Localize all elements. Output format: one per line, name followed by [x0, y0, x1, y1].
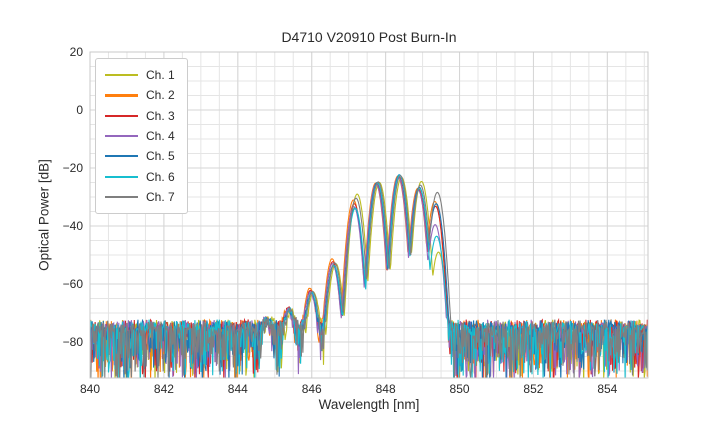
legend-line-swatch: [105, 175, 138, 178]
legend-label: Ch. 2: [146, 88, 175, 103]
y-tick-label-0: 0: [76, 103, 83, 117]
y-tick-label--60: −60: [63, 277, 84, 291]
y-tick-label--80: −80: [63, 335, 84, 349]
legend-item-ch-6: Ch. 6: [105, 166, 175, 186]
y-tick-label-20: 20: [70, 45, 84, 59]
legend-item-ch-7: Ch. 7: [105, 187, 175, 207]
x-tick-label-842: 842: [154, 382, 174, 396]
legend: Ch. 1 Ch. 2 Ch. 3 Ch. 4 Ch. 5 Ch. 6 Ch. 7: [95, 58, 188, 215]
legend-line-swatch: [105, 74, 138, 77]
legend-label: Ch. 3: [146, 108, 175, 123]
legend-item-ch-2: Ch. 2: [105, 85, 175, 105]
legend-line-swatch: [105, 114, 138, 117]
x-axis-label: Wavelength [nm]: [318, 397, 420, 412]
series-ch-7: [90, 174, 648, 378]
x-tick-label-840: 840: [80, 382, 100, 396]
legend-item-ch-3: Ch. 3: [105, 106, 175, 126]
legend-label: Ch. 1: [146, 68, 175, 83]
x-tick-label-846: 846: [302, 382, 322, 396]
legend-label: Ch. 5: [146, 149, 175, 164]
legend-label: Ch. 7: [146, 189, 175, 204]
x-tick-label-850: 850: [450, 382, 470, 396]
legend-item-ch-4: Ch. 4: [105, 126, 175, 146]
plot-border: [89, 51, 649, 379]
legend-label: Ch. 6: [146, 169, 175, 184]
legend-line-swatch: [105, 134, 138, 138]
x-tick-label-844: 844: [228, 382, 248, 396]
y-tick-label--20: −20: [63, 161, 84, 175]
y-axis-label: Optical Power [dB]: [36, 159, 52, 271]
chart-title: D4710 V20910 Post Burn-In: [281, 29, 457, 45]
legend-item-ch-1: Ch. 1: [105, 65, 175, 85]
legend-line-swatch: [105, 94, 138, 97]
legend-line-swatch: [105, 155, 138, 158]
legend-line-swatch: [105, 195, 138, 199]
x-tick-label-848: 848: [376, 382, 396, 396]
x-tick-label-852: 852: [523, 382, 543, 396]
x-tick-label-854: 854: [597, 382, 617, 396]
legend-item-ch-5: Ch. 5: [105, 146, 175, 166]
y-tick-label--40: −40: [63, 219, 84, 233]
legend-label: Ch. 4: [146, 129, 175, 144]
